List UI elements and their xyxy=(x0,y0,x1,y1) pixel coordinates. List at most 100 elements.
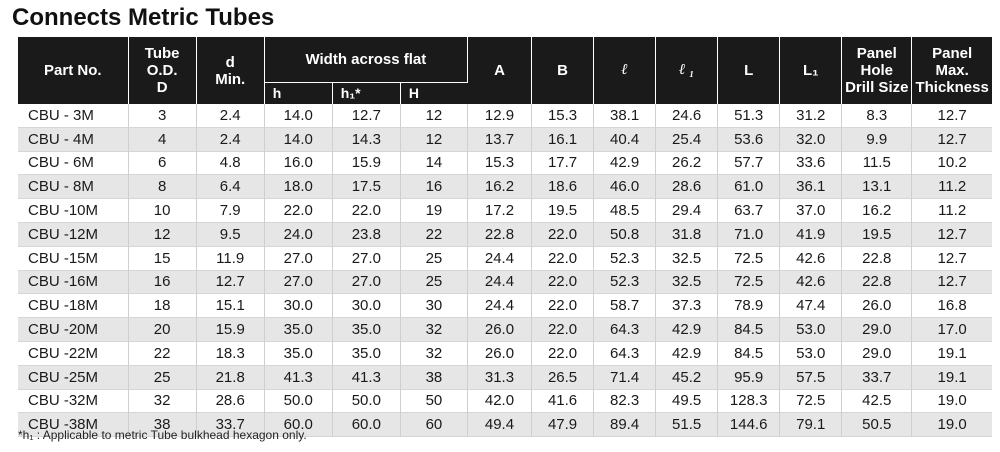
table-cell: CBU -12M xyxy=(18,222,129,247)
table-cell: CBU -10M xyxy=(18,198,129,223)
table-cell: 36.1 xyxy=(779,174,843,199)
table-cell: 17.5 xyxy=(332,174,401,199)
table-cell: 17.2 xyxy=(467,198,533,223)
col-header-h: h xyxy=(264,82,333,104)
table-cell: 31.2 xyxy=(779,104,843,128)
table-cell: 42.5 xyxy=(841,389,913,413)
table-cell: 26.0 xyxy=(467,341,533,366)
table-cell: CBU -32M xyxy=(18,389,129,413)
table-cell: 22.0 xyxy=(531,270,595,294)
table-cell: 21.8 xyxy=(196,365,265,390)
table-cell: 12.7 xyxy=(911,222,992,247)
table-cell: 2.4 xyxy=(196,104,265,128)
col-header-l1: ℓ ₁ xyxy=(655,37,719,104)
table-cell: 22.0 xyxy=(332,198,401,223)
table-cell: 48.5 xyxy=(593,198,657,223)
table-cell: 19.5 xyxy=(531,198,595,223)
table-cell: 60.0 xyxy=(264,412,333,437)
table-cell: 61.0 xyxy=(717,174,781,199)
col-header-part-no: Part No. xyxy=(18,37,129,104)
table-cell: 26.5 xyxy=(531,365,595,390)
table-cell: 17.0 xyxy=(911,317,992,342)
table-cell: 42.9 xyxy=(593,151,657,175)
table-cell: 18.0 xyxy=(264,174,333,199)
table-cell: 63.7 xyxy=(717,198,781,223)
col-header-big-l1: L₁ xyxy=(779,37,843,104)
col-header-panel-max: Panel Max. Thickness xyxy=(911,37,992,104)
table-cell: 12 xyxy=(128,222,197,247)
table-cell: 12 xyxy=(400,104,468,128)
table-cell: 42.0 xyxy=(467,389,533,413)
table-cell: 14 xyxy=(400,151,468,175)
table-cell: 27.0 xyxy=(332,270,401,294)
table-cell: 53.0 xyxy=(779,317,843,342)
table-cell: 14.0 xyxy=(264,104,333,128)
table-row: CBU -20M 20 15.9 35.0 35.0 32 26.0 22.0 64.3 42.9… xyxy=(18,317,992,342)
table-cell: 12.9 xyxy=(467,104,533,128)
table-cell: 26.2 xyxy=(655,151,719,175)
table-cell: 50 xyxy=(400,389,468,413)
page-title: Connects Metric Tubes xyxy=(12,4,275,31)
table-cell: 22.8 xyxy=(841,246,913,271)
table-cell: 57.7 xyxy=(717,151,781,175)
table-cell: 14.0 xyxy=(264,127,333,152)
table-cell: 50.8 xyxy=(593,222,657,247)
table-cell: 17.7 xyxy=(531,151,595,175)
table-cell: 24.4 xyxy=(467,270,533,294)
table-cell: CBU -16M xyxy=(18,270,129,294)
table-cell: 42.9 xyxy=(655,341,719,366)
table-cell: 13.1 xyxy=(841,174,913,199)
table-row: CBU - 8M 8 6.4 18.0 17.5 16 16.2 18.6 46.0 28.6 61… xyxy=(18,174,992,199)
table-cell: 19.1 xyxy=(937,344,967,362)
table-cell: 19 xyxy=(400,198,468,223)
table-cell: 12.7 xyxy=(196,270,265,294)
table-cell: 58.7 xyxy=(593,293,657,318)
table-row: CBU - 6M 6 4.8 16.0 15.9 14 15.3 17.7 42.9 26.2 57… xyxy=(18,151,992,175)
table-cell: CBU - 4M xyxy=(18,127,129,152)
table-cell: 9.5 xyxy=(196,222,265,247)
table-cell: 20 xyxy=(128,317,197,342)
table-cell: 22.0 xyxy=(264,198,333,223)
table-cell: 64.3 xyxy=(593,341,657,366)
table-cell: 9.9 xyxy=(841,127,913,152)
table-cell: 18.6 xyxy=(531,174,595,199)
table-cell: 33.6 xyxy=(779,151,843,175)
table-cell: 29.0 xyxy=(841,341,913,366)
table-cell: 49.4 xyxy=(467,412,533,437)
table-cell: 42.9 xyxy=(655,317,719,342)
table-cell: 15.9 xyxy=(196,317,265,342)
col-header-d-min: d Min. xyxy=(196,37,265,104)
table-cell: 41.9 xyxy=(779,222,843,247)
table-cell: 53.0 xyxy=(779,341,843,366)
table-cell: 144.6 xyxy=(717,412,781,437)
table-cell: 22.0 xyxy=(531,317,595,342)
table-cell: 35.0 xyxy=(264,341,333,366)
table-row: CBU -15M 15 11.9 27.0 27.0 25 24.4 22.0 52.3 32.5… xyxy=(18,246,992,271)
table-cell: 16.0 xyxy=(264,151,333,175)
table-cell: 6 xyxy=(128,151,197,175)
table-cell: 22 xyxy=(400,222,468,247)
table-cell: 47.4 xyxy=(779,293,843,318)
table-cell: 32.5 xyxy=(655,246,719,271)
table-cell: 49.5 xyxy=(655,389,719,413)
col-header-h1: h₁* xyxy=(332,82,401,104)
table-cell: 46.0 xyxy=(593,174,657,199)
table-cell: 22 xyxy=(128,341,197,366)
table-cell: 16.2 xyxy=(467,174,533,199)
table-cell: 51.5 xyxy=(655,412,719,437)
table-row: CBU -10M 10 7.9 22.0 22.0 19 17.2 19.5 48.5 29.4 6… xyxy=(18,198,992,223)
table-cell: CBU -38M xyxy=(18,412,129,437)
header-row: Part No. Tube O.D. D d Min. Width across fl… xyxy=(18,37,992,104)
table-cell: 32 xyxy=(400,317,468,342)
table-cell: 10.2 xyxy=(937,154,967,172)
table-cell: 64.3 xyxy=(593,317,657,342)
col-header-big-l: L xyxy=(717,37,781,104)
col-header-a: A xyxy=(467,37,533,104)
table-cell: 38 xyxy=(128,412,197,437)
table-cell: 25 xyxy=(400,246,468,271)
table-cell: 82.3 xyxy=(593,389,657,413)
table-cell: 15 xyxy=(128,246,197,271)
table-cell: CBU -18M xyxy=(18,293,129,318)
table-cell: 15.9 xyxy=(332,151,401,175)
table-cell: 25 xyxy=(400,270,468,294)
